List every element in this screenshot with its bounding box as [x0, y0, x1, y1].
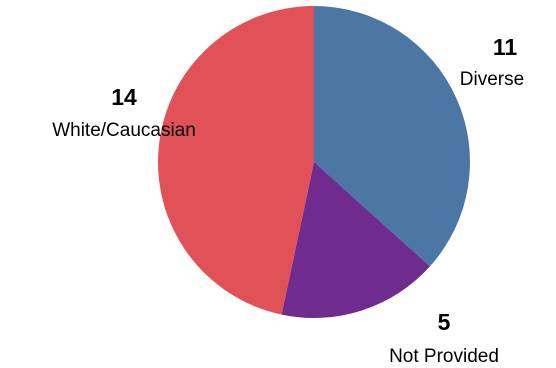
data-label-not-provided: 5 Not Provided — [389, 309, 499, 367]
pie-slice-not-provided — [281, 162, 430, 318]
data-label-not-provided-name: Not Provided — [389, 346, 499, 367]
data-label-white-caucasian-name: White/Caucasian — [52, 120, 196, 141]
data-label-white-caucasian: 14 White/Caucasian — [52, 84, 196, 141]
slices-layer — [158, 6, 470, 318]
pie-slice-white-caucasian — [158, 6, 314, 315]
pie-slice-diverse — [314, 6, 470, 267]
data-label-white-caucasian-value: 14 — [111, 84, 137, 110]
data-label-diverse-value: 11 — [493, 34, 518, 60]
data-label-diverse: 11 Diverse — [460, 34, 524, 90]
data-label-diverse-name: Diverse — [460, 69, 524, 90]
data-label-not-provided-value: 5 — [438, 309, 451, 335]
